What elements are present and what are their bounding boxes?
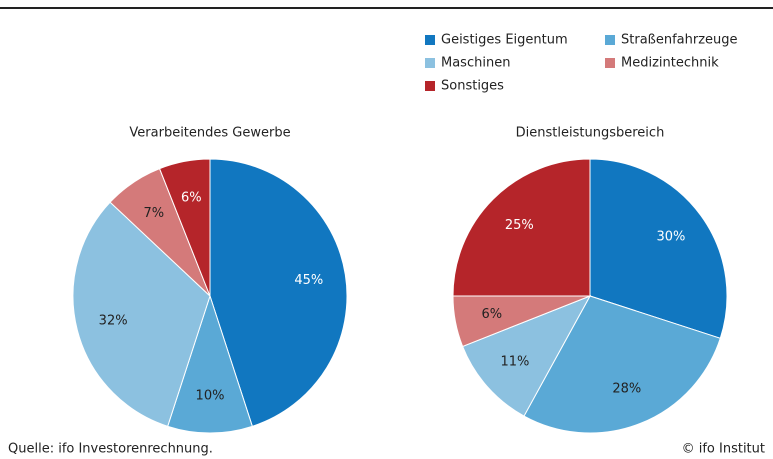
pie-slice — [461, 295, 592, 417]
chart-title: Dienstleistungsbereich — [516, 126, 665, 141]
slice-label: 30% — [656, 230, 685, 245]
slice-label: 7% — [143, 206, 164, 221]
legend-label: Sonstiges — [441, 79, 504, 94]
pie-slice — [209, 158, 348, 427]
legend-label: Straßenfahrzeuge — [621, 33, 738, 48]
slice-label: 32% — [99, 313, 128, 328]
slice-label: 45% — [294, 273, 323, 288]
legend-swatch — [425, 81, 435, 91]
legend-label: Medizintechnik — [621, 56, 719, 71]
legend-label: Geistiges Eigentum — [441, 33, 568, 48]
pie-slice — [523, 295, 721, 434]
slice-label: 6% — [481, 307, 502, 322]
pie-slice — [72, 201, 211, 427]
legend-label: Maschinen — [441, 56, 510, 71]
pie-slice — [452, 158, 591, 297]
slice-label: 10% — [196, 389, 225, 404]
slice-label: 28% — [612, 381, 641, 396]
source: Quelle: ifo Investorenrechnung. — [8, 442, 213, 457]
chart-title: Verarbeitendes Gewerbe — [129, 126, 290, 141]
pie-slice — [158, 158, 211, 297]
pie-slice — [167, 294, 253, 434]
pie-slice — [589, 158, 728, 339]
legend-swatch — [605, 35, 615, 45]
slice-label: 11% — [501, 355, 530, 370]
copyright: © ifo Institut — [682, 442, 765, 457]
legend-swatch — [425, 35, 435, 45]
slice-label: 25% — [505, 218, 534, 233]
legend-swatch — [605, 58, 615, 68]
legend-swatch — [425, 58, 435, 68]
slice-label: 6% — [181, 190, 202, 205]
